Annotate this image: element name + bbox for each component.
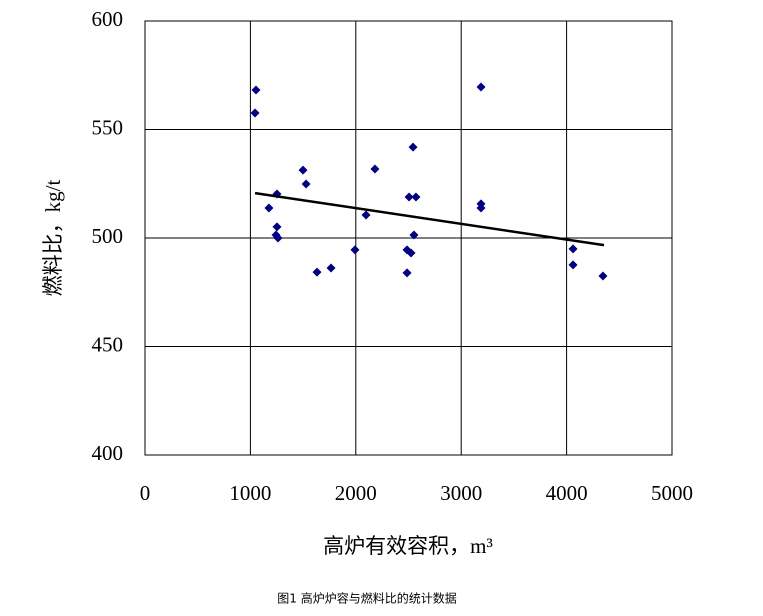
point (251, 85, 261, 95)
point (408, 142, 418, 152)
x-tick-label: 1000 (229, 481, 271, 505)
point (476, 82, 486, 92)
y-tick-label: 500 (92, 224, 124, 248)
point (273, 233, 283, 243)
point (370, 164, 380, 174)
y-axis-label: 燃料比，kg/t (41, 180, 65, 297)
point (409, 230, 419, 240)
point (361, 210, 371, 220)
point (272, 222, 282, 232)
y-tick-label: 450 (92, 332, 124, 356)
point (404, 192, 414, 202)
y-tick-label: 550 (92, 115, 124, 139)
point (350, 245, 360, 255)
x-tick-label: 0 (140, 481, 151, 505)
point (326, 263, 336, 273)
point (476, 203, 486, 213)
y-tick-label: 600 (92, 7, 124, 31)
point (298, 165, 308, 175)
point (568, 260, 578, 270)
point (301, 179, 311, 189)
x-tick-label: 2000 (335, 481, 377, 505)
x-tick-label: 4000 (546, 481, 588, 505)
caption: 图1 高炉炉容与燃料比的统计数据 (277, 591, 456, 606)
plot-frame (144, 20, 673, 456)
point (264, 203, 274, 213)
point (250, 108, 260, 118)
point (402, 268, 412, 278)
point (406, 248, 416, 258)
trend-line (254, 191, 605, 247)
x-tick-label: 3000 (440, 481, 482, 505)
x-axis-label: 高炉有效容积，m³ (323, 534, 493, 558)
x-tick-label: 5000 (651, 481, 693, 505)
point (568, 244, 578, 254)
point (312, 267, 322, 277)
point (598, 271, 608, 281)
y-tick-label: 400 (92, 441, 124, 465)
point (411, 192, 421, 202)
